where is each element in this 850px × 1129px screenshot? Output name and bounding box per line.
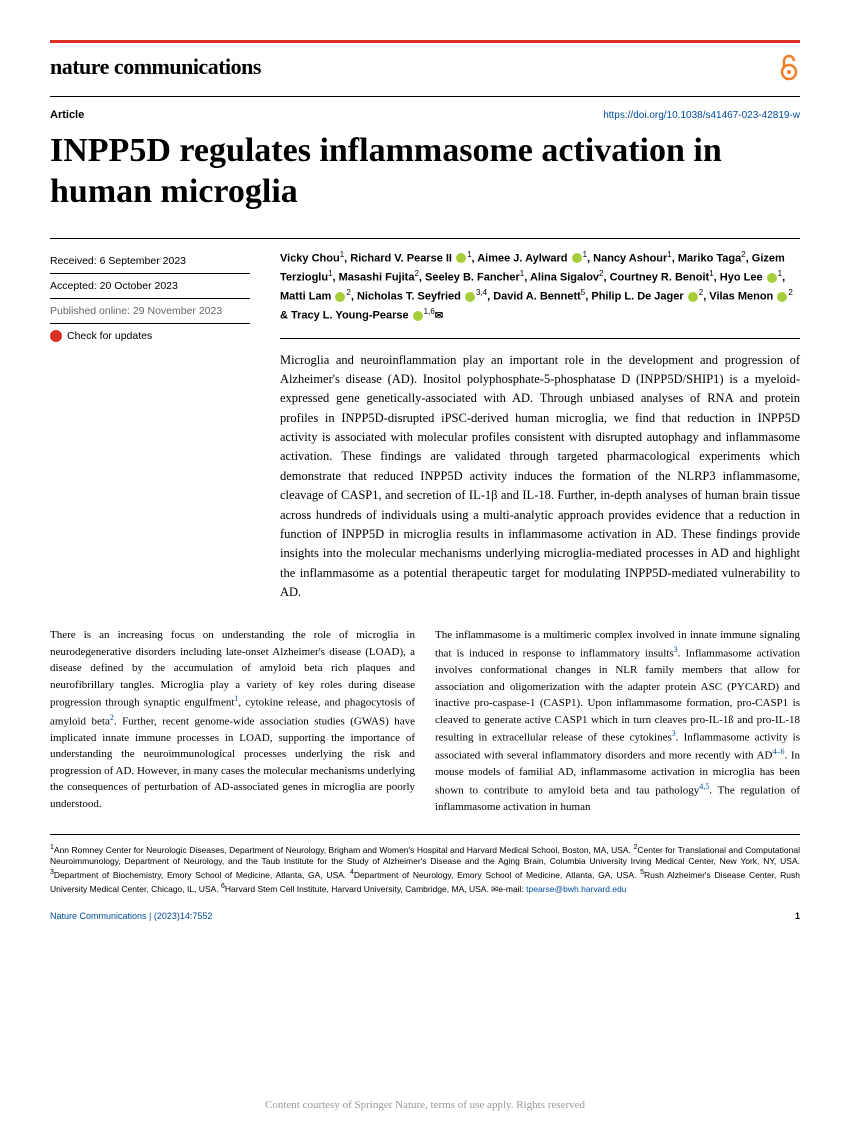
accepted-date: Accepted: 20 October 2023 bbox=[50, 274, 250, 299]
intro-paragraph-1: There is an increasing focus on understa… bbox=[50, 627, 415, 812]
journal-name: nature communications bbox=[50, 54, 261, 80]
masthead: nature communications bbox=[50, 53, 800, 97]
header-row: Article https://doi.org/10.1038/s41467-0… bbox=[50, 109, 800, 121]
page-footer: Nature Communications | (2023)14:7552 1 bbox=[50, 911, 800, 921]
affiliations: 1Ann Romney Center for Neurologic Diseas… bbox=[50, 834, 800, 896]
abstract-text: Microglia and neuroinflammation play an … bbox=[280, 351, 800, 603]
top-accent-rule bbox=[50, 40, 800, 43]
metadata-box: Received: 6 September 2023 Accepted: 20 … bbox=[50, 249, 250, 603]
check-updates-link[interactable]: Check for updates bbox=[50, 324, 250, 348]
body-text: There is an increasing focus on understa… bbox=[50, 627, 800, 815]
authors-abstract-block: Vicky Chou1, Richard V. Pearse II 1, Aim… bbox=[280, 249, 800, 603]
watermark-text: Content courtesy of Springer Nature, ter… bbox=[265, 1099, 585, 1111]
open-access-icon bbox=[778, 53, 800, 81]
author-list: Vicky Chou1, Richard V. Pearse II 1, Aim… bbox=[280, 249, 800, 339]
doi-link[interactable]: https://doi.org/10.1038/s41467-023-42819… bbox=[603, 110, 800, 121]
check-updates-label: Check for updates bbox=[67, 330, 152, 342]
published-date: Published online: 29 November 2023 bbox=[50, 299, 250, 324]
body-column-right: The inflammasome is a multimeric complex… bbox=[435, 627, 800, 815]
received-date: Received: 6 September 2023 bbox=[50, 249, 250, 274]
article-title: INPP5D regulates inflammasome activation… bbox=[50, 131, 800, 213]
page-number: 1 bbox=[795, 911, 800, 921]
footer-citation: Nature Communications | (2023)14:7552 bbox=[50, 911, 212, 921]
meta-authors-section: Received: 6 September 2023 Accepted: 20 … bbox=[50, 238, 800, 603]
body-column-left: There is an increasing focus on understa… bbox=[50, 627, 415, 815]
intro-paragraph-2: The inflammasome is a multimeric complex… bbox=[435, 627, 800, 815]
article-type-label: Article bbox=[50, 109, 84, 121]
crossmark-icon bbox=[50, 330, 62, 342]
